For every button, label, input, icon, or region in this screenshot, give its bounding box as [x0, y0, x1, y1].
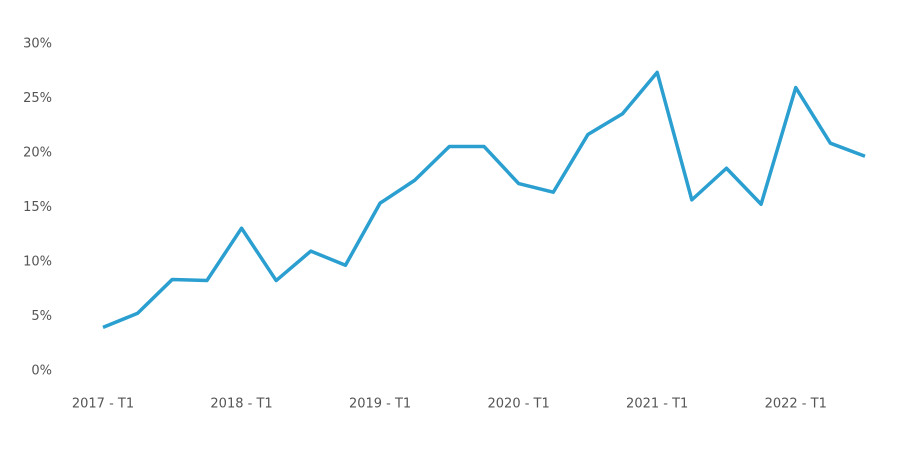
x-tick-label: 2022 - T1: [765, 397, 827, 412]
x-tick-label: 2017 - T1: [72, 397, 134, 412]
y-tick-label: 20%: [23, 146, 52, 161]
y-tick-label: 25%: [23, 91, 52, 106]
y-tick-label: 0%: [31, 364, 52, 379]
x-tick-label: 2021 - T1: [626, 397, 688, 412]
y-tick-label: 30%: [23, 37, 52, 52]
x-tick-label: 2020 - T1: [488, 397, 550, 412]
y-tick-label: 5%: [31, 309, 52, 324]
x-tick-label: 2018 - T1: [210, 397, 272, 412]
x-tick-label: 2019 - T1: [349, 397, 411, 412]
y-tick-label: 10%: [23, 255, 52, 270]
data-line: [102, 70, 866, 330]
y-tick-label: 15%: [23, 200, 52, 215]
